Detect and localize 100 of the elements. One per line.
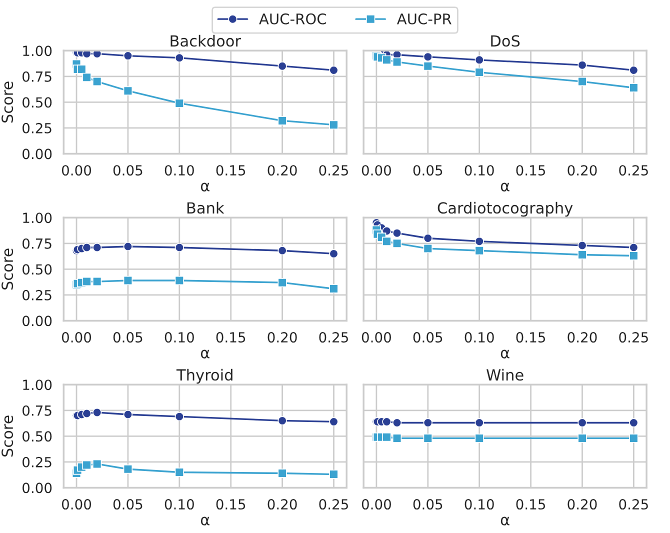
point <box>82 50 92 58</box>
x-tick-label: 0.10 <box>464 165 494 176</box>
point <box>123 410 133 420</box>
point <box>423 434 432 443</box>
x-tick-label: 0.20 <box>568 165 597 176</box>
point <box>123 276 133 286</box>
chart-title: Thyroid <box>176 368 232 384</box>
point <box>629 251 638 260</box>
x-tick-label: 0.00 <box>362 332 391 343</box>
point <box>278 468 287 478</box>
y-tick-label: 0.25 <box>22 290 52 300</box>
x-axis-title: α <box>500 516 510 526</box>
x-tick-label: 0.10 <box>464 332 494 343</box>
x-tick-label: 0.15 <box>216 332 246 343</box>
x-tick-label: 0.05 <box>413 165 442 176</box>
y-tick-label: 0.50 <box>22 264 52 275</box>
point <box>382 417 392 426</box>
x-tick-label: 0.25 <box>619 332 648 343</box>
x-tick-label: 0.20 <box>268 165 297 176</box>
x-tick-label: 0.00 <box>362 165 391 176</box>
point <box>82 276 92 286</box>
point <box>329 120 338 130</box>
x-tick-label: 0.25 <box>319 499 348 510</box>
point <box>278 278 287 288</box>
point <box>629 66 638 75</box>
x-tick-label: 0.05 <box>113 499 142 510</box>
point <box>578 240 587 250</box>
y-tick-label: 0.25 <box>22 122 52 134</box>
x-axis-title: α <box>500 182 510 192</box>
point <box>123 464 133 474</box>
point <box>629 434 638 443</box>
point <box>174 98 184 108</box>
y-axis-title: Score <box>2 82 14 123</box>
point <box>474 418 484 428</box>
legend-label: AUC-ROC <box>259 13 326 24</box>
point <box>329 66 338 75</box>
y-tick-label: 1.00 <box>23 212 52 224</box>
point <box>382 236 392 246</box>
point <box>92 408 102 418</box>
point <box>382 55 392 64</box>
point <box>174 276 184 286</box>
point <box>329 284 338 294</box>
point <box>92 242 102 252</box>
x-tick-label: 0.05 <box>413 332 442 343</box>
point <box>278 246 287 256</box>
point <box>174 242 184 252</box>
y-tick-label: 0.50 <box>22 431 52 442</box>
y-tick-label: 0.00 <box>22 482 52 494</box>
point <box>77 64 86 74</box>
point <box>474 68 484 77</box>
point <box>578 418 587 428</box>
point <box>82 72 92 82</box>
legend-label: AUC-PR <box>396 13 452 24</box>
x-tick-label: 0.25 <box>619 165 648 176</box>
y-axis-title: Score <box>2 248 14 290</box>
point <box>123 86 133 96</box>
point <box>423 62 432 71</box>
point <box>474 55 484 64</box>
point <box>423 418 432 428</box>
chart-title: Wine <box>486 368 524 381</box>
point <box>629 418 638 428</box>
point <box>92 76 102 86</box>
point <box>382 432 392 442</box>
point <box>82 460 92 470</box>
point <box>392 57 402 67</box>
point <box>92 459 102 469</box>
point <box>423 234 432 243</box>
point <box>474 246 484 256</box>
point <box>578 60 587 70</box>
y-tick-label: 0.75 <box>22 238 52 249</box>
point <box>392 228 402 238</box>
point <box>82 242 92 252</box>
x-tick-label: 0.00 <box>62 165 92 176</box>
x-tick-label: 0.00 <box>62 332 92 343</box>
chart-title: Cardiotocography <box>438 202 573 217</box>
x-tick-label: 0.10 <box>164 165 194 176</box>
x-axis-title: α <box>500 350 510 358</box>
point <box>123 242 133 252</box>
x-tick-label: 0.20 <box>268 499 297 510</box>
point <box>82 408 92 418</box>
x-tick-label: 0.15 <box>216 165 246 176</box>
y-tick-label: 0.50 <box>22 97 52 108</box>
x-tick-label: 0.05 <box>413 499 442 510</box>
x-tick-label: 0.20 <box>568 499 597 510</box>
x-axis-title: α <box>200 350 210 358</box>
y-tick-label: 0.00 <box>22 148 52 160</box>
x-tick-label: 0.00 <box>362 499 391 510</box>
point <box>278 416 287 426</box>
y-axis-title: Score <box>2 416 14 457</box>
x-tick-label: 0.05 <box>113 332 142 343</box>
point <box>392 238 402 248</box>
y-tick-label: 0.75 <box>22 405 52 416</box>
x-tick-label: 0.05 <box>113 165 142 176</box>
x-axis-title: α <box>200 516 210 526</box>
point <box>329 470 338 479</box>
point <box>474 434 484 443</box>
x-tick-label: 0.25 <box>319 332 348 343</box>
point <box>392 418 402 428</box>
x-tick-label: 0.00 <box>62 499 92 510</box>
chart-title: Backdoor <box>170 34 242 47</box>
